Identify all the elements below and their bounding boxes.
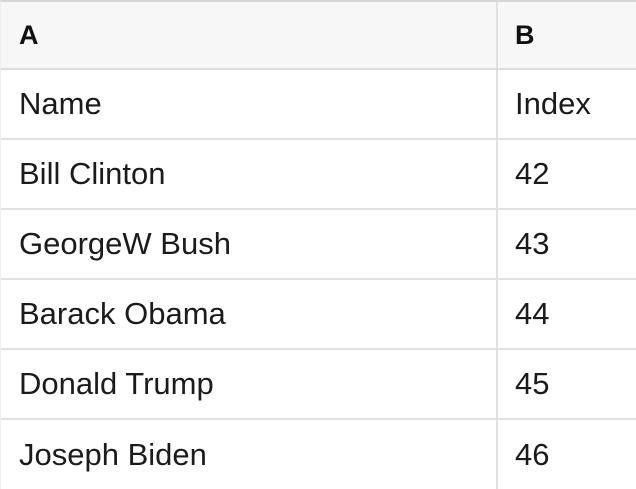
cell-b5[interactable]: 45: [515, 366, 550, 401]
table-row: Barack Obama 44: [1, 280, 636, 350]
table-row: GeorgeW Bush 43: [1, 210, 636, 280]
cell-b4[interactable]: 44: [515, 296, 550, 331]
table-row: Bill Clinton 42: [1, 140, 636, 210]
cell-a6[interactable]: Joseph Biden: [1, 420, 498, 489]
cell-a5[interactable]: Donald Trump: [1, 350, 498, 418]
cell-a1[interactable]: Name: [1, 70, 498, 138]
cell-b2[interactable]: 42: [515, 156, 550, 191]
table-row: Name Index: [1, 70, 636, 140]
cell-b1[interactable]: Index: [515, 86, 591, 121]
cell-b3[interactable]: 43: [515, 226, 550, 261]
cell-a3[interactable]: GeorgeW Bush: [1, 210, 498, 278]
column-header-row: A B: [1, 2, 636, 70]
cell-b6[interactable]: 46: [515, 437, 550, 472]
column-header-b[interactable]: B: [515, 19, 535, 50]
table-row: Joseph Biden 46: [1, 420, 636, 489]
column-header-a[interactable]: A: [1, 2, 498, 68]
cell-a2[interactable]: Bill Clinton: [1, 140, 498, 208]
cell-a4[interactable]: Barack Obama: [1, 280, 498, 348]
table-row: Donald Trump 45: [1, 350, 636, 420]
